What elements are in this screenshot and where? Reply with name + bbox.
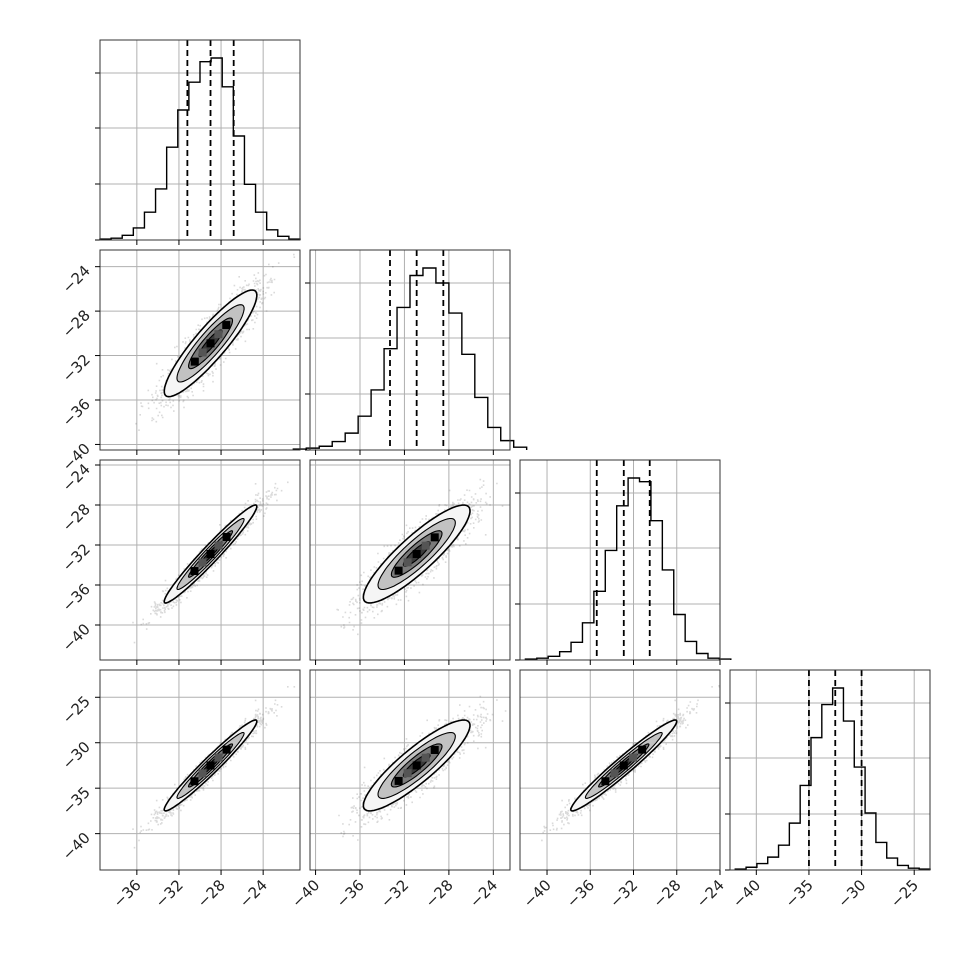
panel-frame bbox=[309, 669, 511, 871]
histogram-bars bbox=[734, 687, 931, 870]
x-tick-label: −28 bbox=[422, 876, 457, 911]
x-tick-label: −30 bbox=[834, 876, 869, 911]
histogram-bars bbox=[292, 267, 528, 450]
x-tick-label: −36 bbox=[110, 876, 145, 911]
density-cell bbox=[206, 339, 215, 348]
density-cell bbox=[403, 769, 412, 778]
x-tick-label: −40 bbox=[288, 876, 323, 911]
density-cell bbox=[430, 745, 439, 754]
y-tick-label: −32 bbox=[59, 351, 94, 386]
density-cell bbox=[394, 776, 403, 785]
density-cell bbox=[198, 348, 207, 357]
y-tick-label: −28 bbox=[59, 306, 94, 341]
density-cell bbox=[222, 321, 231, 330]
panel-frame bbox=[99, 39, 301, 241]
density-cell bbox=[628, 753, 637, 762]
density-cell bbox=[214, 541, 223, 550]
histogram-panel-3 bbox=[515, 459, 732, 665]
histogram-panel-2 bbox=[292, 249, 528, 455]
density-cell bbox=[222, 745, 231, 754]
density-cell bbox=[198, 558, 207, 567]
density-cell bbox=[421, 541, 430, 550]
density-cell bbox=[601, 777, 610, 786]
histogram-bars bbox=[99, 57, 301, 240]
x-tick-label: −24 bbox=[466, 876, 501, 911]
histogram-bars bbox=[524, 477, 732, 660]
density-cell bbox=[430, 533, 439, 542]
panel-frame bbox=[309, 459, 511, 661]
density-panel-4-1 bbox=[95, 669, 301, 875]
panel-frame bbox=[729, 669, 931, 871]
x-tick-label: −32 bbox=[152, 876, 187, 911]
x-tick-label: −24 bbox=[236, 876, 271, 911]
density-cell bbox=[412, 761, 421, 770]
y-tick-label: −28 bbox=[59, 500, 94, 535]
density-cell bbox=[222, 532, 231, 541]
y-tick-label: −32 bbox=[59, 540, 94, 575]
x-tick-label: −40 bbox=[729, 876, 764, 911]
y-tick-label: −40 bbox=[59, 620, 94, 655]
panel-frame bbox=[99, 459, 301, 661]
y-tick-label: −36 bbox=[59, 395, 94, 430]
x-tick-label: −24 bbox=[693, 876, 728, 911]
density-cell bbox=[638, 745, 647, 754]
x-tick-label: −35 bbox=[782, 876, 817, 911]
panel-frame bbox=[99, 249, 301, 451]
y-tick-label: −35 bbox=[59, 783, 94, 818]
density-cell bbox=[206, 550, 215, 558]
y-tick-label: −25 bbox=[59, 692, 94, 727]
density-cell bbox=[214, 753, 223, 762]
density-cell bbox=[190, 357, 199, 366]
panel-frame bbox=[519, 459, 721, 661]
density-cell bbox=[403, 558, 412, 567]
density-panel-4-3 bbox=[519, 669, 721, 875]
density-panel-2-1 bbox=[95, 249, 301, 455]
histogram-panel-1 bbox=[95, 39, 301, 245]
density-cell bbox=[190, 777, 199, 786]
x-tick-label: −25 bbox=[887, 876, 922, 911]
panel-frame bbox=[99, 669, 301, 871]
density-panel-3-2 bbox=[309, 459, 511, 665]
density-cell bbox=[206, 761, 215, 770]
x-tick-label: −32 bbox=[377, 876, 412, 911]
y-tick-label: −40 bbox=[59, 829, 94, 864]
density-cell bbox=[214, 330, 223, 339]
density-panel-3-1 bbox=[95, 459, 301, 665]
density-panel-4-2 bbox=[309, 669, 511, 875]
x-tick-label: −28 bbox=[194, 876, 229, 911]
density-cell bbox=[619, 761, 628, 770]
x-tick-label: −28 bbox=[649, 876, 684, 911]
x-tick-label: −40 bbox=[520, 876, 555, 911]
x-tick-label: −36 bbox=[333, 876, 368, 911]
density-cell bbox=[412, 550, 421, 558]
x-tick-label: −36 bbox=[563, 876, 598, 911]
histogram-panel-4 bbox=[725, 669, 931, 875]
density-cell bbox=[190, 567, 199, 576]
density-cell bbox=[421, 753, 430, 762]
panel-frame bbox=[309, 249, 511, 451]
density-cell bbox=[198, 769, 207, 778]
y-tick-label: −30 bbox=[59, 738, 94, 773]
y-tick-label: −24 bbox=[59, 262, 94, 297]
y-tick-label: −36 bbox=[59, 580, 94, 615]
density-cell bbox=[610, 769, 619, 778]
panel-frame bbox=[519, 669, 721, 871]
x-tick-label: −32 bbox=[606, 876, 641, 911]
density-cell bbox=[394, 566, 403, 575]
